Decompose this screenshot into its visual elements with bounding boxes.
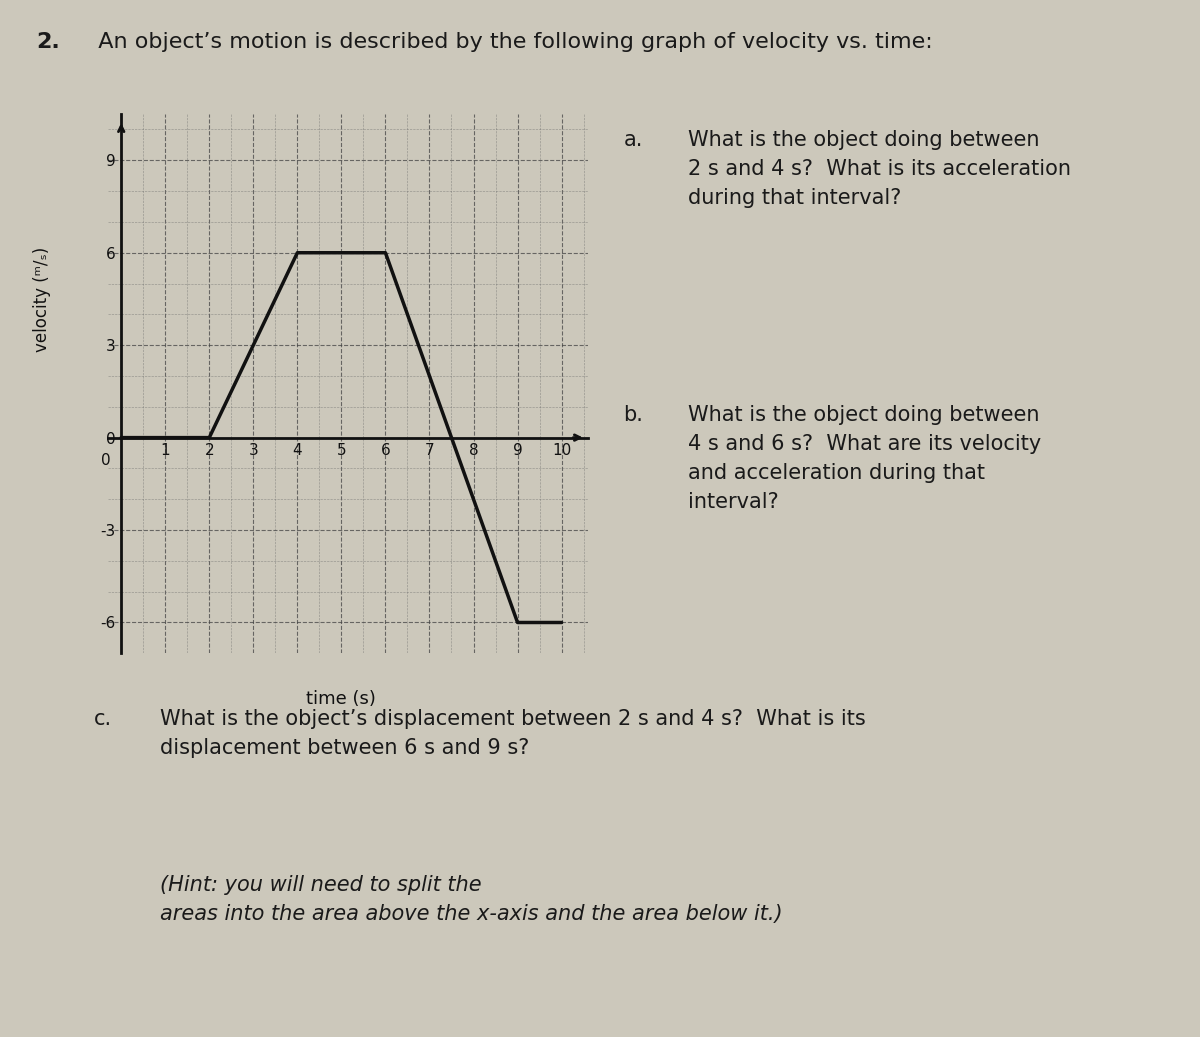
Text: What is the object’s displacement between 2 s and 4 s?  What is its
displacement: What is the object’s displacement betwee… — [161, 709, 866, 758]
Text: c.: c. — [94, 709, 113, 729]
Text: 0: 0 — [101, 453, 110, 468]
Text: a.: a. — [624, 131, 643, 150]
Text: 2.: 2. — [36, 32, 60, 52]
Text: (Hint: you will need to split the
areas into the area above the x-axis and the a: (Hint: you will need to split the areas … — [161, 875, 782, 924]
Text: An object’s motion is described by the following graph of velocity vs. time:: An object’s motion is described by the f… — [84, 32, 932, 52]
Text: time (s): time (s) — [306, 691, 377, 708]
Text: What is the object doing between
4 s and 6 s?  What are its velocity
and acceler: What is the object doing between 4 s and… — [689, 405, 1042, 511]
Text: What is the object doing between
2 s and 4 s?  What is its acceleration
during t: What is the object doing between 2 s and… — [689, 131, 1072, 207]
Text: b.: b. — [624, 405, 643, 425]
Text: velocity (ᵐ/ₛ): velocity (ᵐ/ₛ) — [32, 247, 50, 352]
